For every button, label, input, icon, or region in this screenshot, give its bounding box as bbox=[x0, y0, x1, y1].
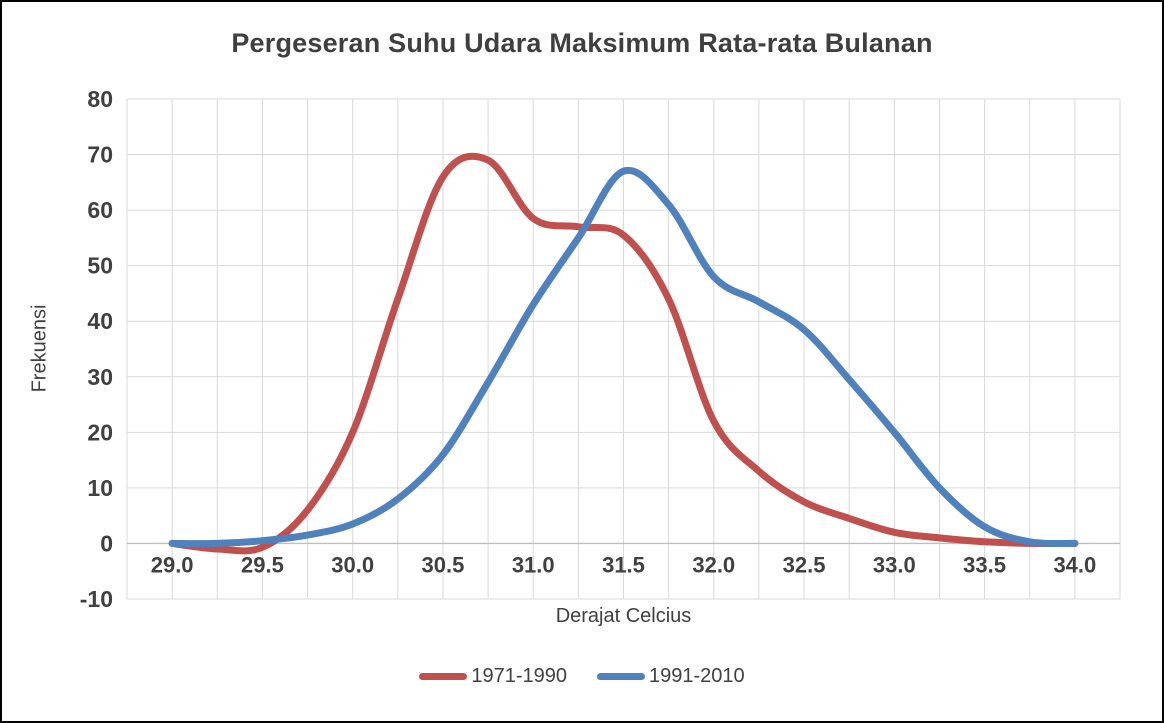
x-tick-label: 32.0 bbox=[692, 552, 735, 577]
y-tick-label: -10 bbox=[80, 586, 113, 607]
y-tick-label: 0 bbox=[100, 530, 113, 556]
chart-title: Pergeseran Suhu Udara Maksimum Rata-rata… bbox=[231, 28, 933, 58]
legend: 1971-1990 1991-2010 bbox=[2, 665, 1162, 688]
x-tick-label: 34.0 bbox=[1053, 552, 1096, 577]
x-tick-label: 29.0 bbox=[151, 552, 194, 577]
y-tick-label: 70 bbox=[87, 142, 113, 168]
legend-item: 1991-2010 bbox=[597, 665, 745, 688]
y-tick-label: 10 bbox=[87, 475, 113, 501]
x-tick-label: 31.5 bbox=[602, 552, 645, 577]
plot-area: 80 70 60 50 40 30 20 10 0 -10 29.0 29.5 30.0 30.5 31.0… bbox=[80, 86, 1121, 607]
x-tick-label: 30.5 bbox=[422, 552, 465, 577]
x-tick-label: 33.0 bbox=[873, 552, 916, 577]
x-tick-label: 30.0 bbox=[331, 552, 374, 577]
y-tick-label: 40 bbox=[87, 308, 113, 334]
x-tick-label: 31.0 bbox=[512, 552, 555, 577]
y-axis-title: Frekuensi bbox=[28, 304, 51, 393]
y-tick-label: 20 bbox=[87, 419, 113, 445]
series-line-1971-1990 bbox=[168, 152, 1079, 555]
x-tick-label: 33.5 bbox=[963, 552, 1006, 577]
legend-swatch bbox=[597, 673, 645, 680]
x-tick-label: 29.5 bbox=[241, 552, 284, 577]
y-tick-label: 50 bbox=[87, 253, 113, 279]
y-tick-label: 80 bbox=[87, 86, 113, 112]
x-axis-title: Derajat Celcius bbox=[555, 605, 692, 627]
y-tick-label: 60 bbox=[87, 197, 113, 223]
legend-swatch bbox=[419, 673, 468, 680]
y-tick-label: 30 bbox=[87, 364, 113, 390]
legend-label: 1971-1990 bbox=[471, 665, 567, 687]
series-line-1991-2010 bbox=[168, 166, 1079, 548]
legend-label: 1991-2010 bbox=[649, 665, 745, 687]
x-tick-label: 32.5 bbox=[783, 552, 826, 577]
legend-item: 1971-1990 bbox=[419, 665, 567, 688]
